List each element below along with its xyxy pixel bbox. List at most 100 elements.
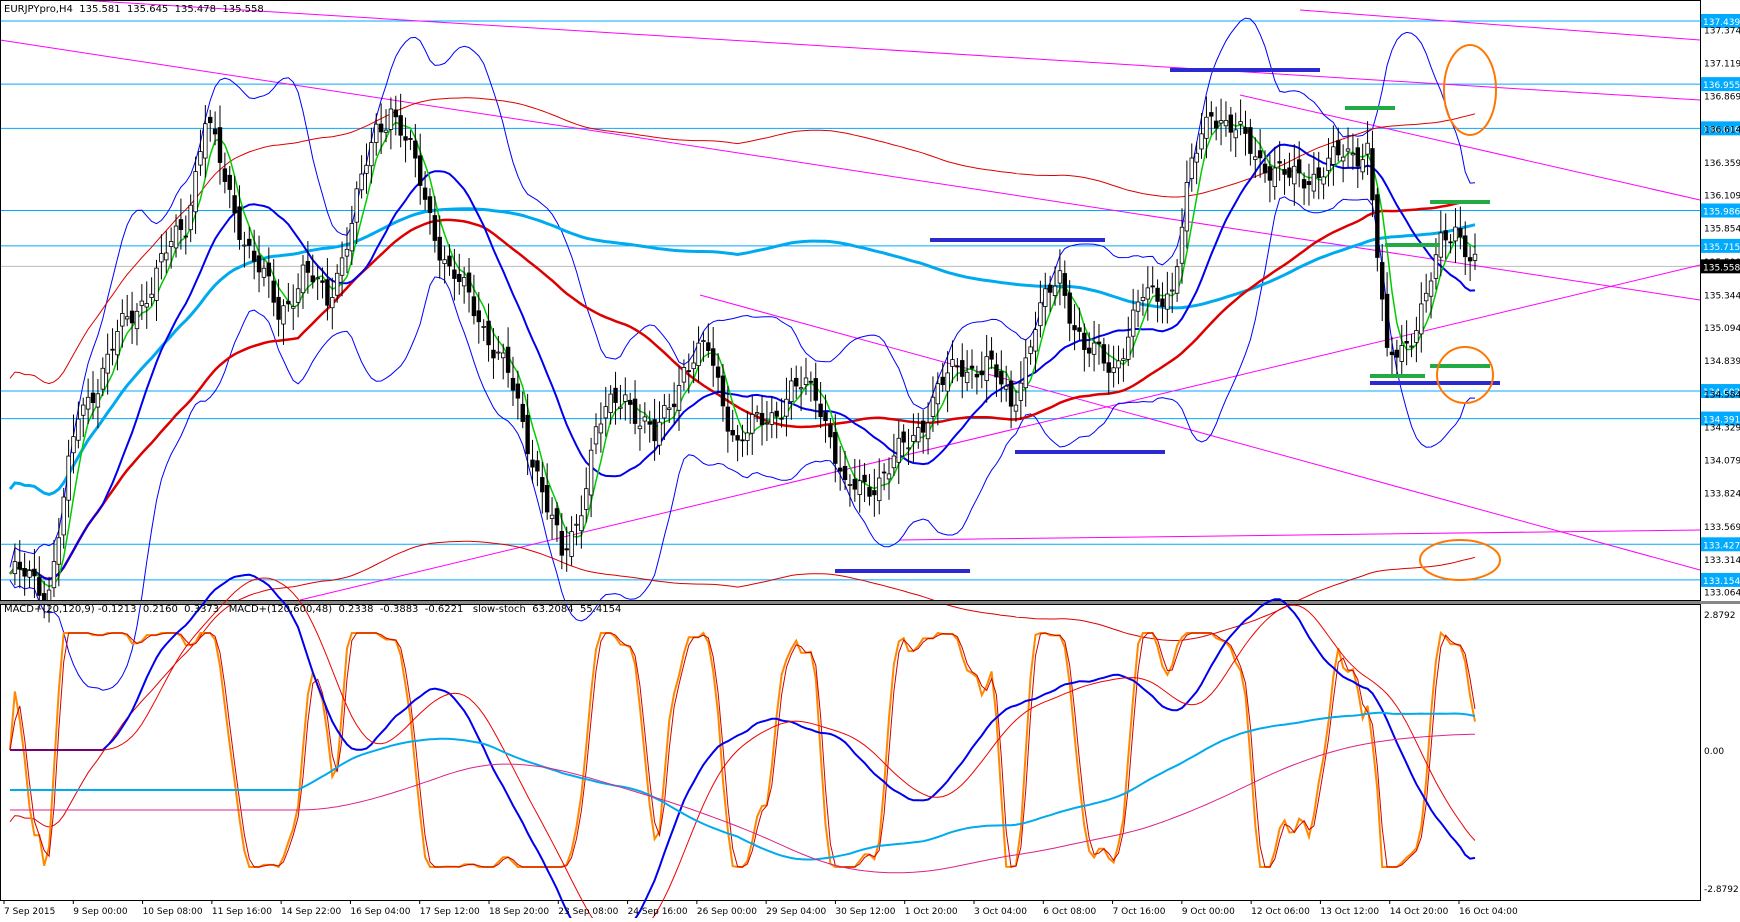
candle-body: [891, 455, 897, 469]
x-tick-label: 10 Sep 08:00: [143, 907, 203, 917]
trend-line: [79, 0, 1701, 101]
candle-body: [208, 116, 213, 124]
candle-body: [461, 277, 467, 287]
level-tag-label: 135.715: [1703, 243, 1740, 253]
candle-body: [1189, 157, 1194, 179]
candle-body: [706, 342, 711, 351]
candle-body: [320, 280, 325, 283]
highlight-ellipse: [1443, 44, 1497, 136]
candle-body: [1380, 262, 1385, 300]
candle-body: [1399, 345, 1404, 362]
candle-body: [496, 351, 501, 354]
candle-body: [1257, 150, 1263, 159]
candle-body: [159, 253, 164, 263]
stoch-signal: [9, 632, 1476, 868]
candle-body: [276, 296, 281, 320]
candle-body: [1272, 167, 1277, 187]
ma-mid: [9, 143, 1476, 581]
candle-body: [1057, 270, 1063, 284]
x-tick-label: 13 Oct 12:00: [1320, 907, 1379, 917]
price-tick-label: 133.824: [1704, 490, 1740, 500]
candle-body: [754, 412, 760, 415]
candle-body: [1199, 133, 1204, 150]
current-price-tag: [1701, 259, 1740, 274]
candle-body: [310, 275, 315, 283]
candle-body: [1121, 358, 1126, 361]
candle-body: [1253, 156, 1258, 160]
candle-body: [1106, 362, 1111, 373]
candle-body: [422, 187, 428, 200]
candle-body: [85, 396, 91, 410]
candle-body: [256, 255, 262, 273]
candle-body: [457, 273, 462, 282]
candle-body: [1472, 253, 1478, 261]
candle-body: [950, 359, 955, 367]
candle-body: [916, 427, 921, 443]
candle-body: [823, 412, 828, 422]
candle-body: [466, 272, 472, 293]
candle-body: [1414, 330, 1419, 343]
candle-body: [227, 174, 232, 190]
candle-body: [437, 236, 442, 261]
price-tick-label: 136.614: [1704, 126, 1740, 136]
candle-body: [691, 362, 696, 370]
candle-body: [81, 404, 86, 416]
candle-body: [681, 367, 687, 383]
candle-body: [1443, 230, 1448, 241]
x-tick-label: 18 Sep 20:00: [489, 907, 549, 917]
candle-body: [251, 250, 257, 262]
candle-body: [759, 412, 765, 426]
price-tick-label: 136.109: [1704, 191, 1740, 201]
candle-body: [1223, 119, 1229, 127]
candle-body: [901, 431, 906, 443]
candle-body: [315, 277, 320, 280]
candle-body: [1209, 112, 1214, 117]
candle-body: [554, 508, 560, 526]
candle-body: [242, 244, 247, 247]
candle-body: [662, 405, 667, 419]
candle-body: [515, 383, 521, 399]
candle-body: [1101, 344, 1107, 364]
x-tick-label: 3 Oct 04:00: [974, 907, 1027, 917]
candle-body: [696, 342, 701, 367]
candle-body: [505, 346, 511, 373]
candle-body: [745, 432, 750, 441]
candle-body: [1423, 292, 1429, 302]
candle-body: [383, 129, 389, 133]
candle-body: [300, 264, 306, 294]
level-tag-label: 133.427: [1703, 541, 1740, 551]
candle-body: [442, 259, 447, 264]
level-tag-label: 136.616: [1703, 125, 1740, 135]
candle-body: [818, 403, 823, 418]
candle-body: [593, 426, 599, 445]
candle-body: [144, 303, 149, 308]
trend-line: [1299, 9, 1701, 41]
candle-body: [598, 423, 604, 434]
candle-body: [930, 396, 936, 417]
candle-body: [1213, 120, 1219, 129]
candle-body: [354, 188, 359, 223]
candle-body: [671, 403, 677, 408]
candle-body: [1306, 181, 1312, 185]
candle-body: [906, 447, 911, 450]
candle-body: [334, 272, 340, 296]
candle-body: [1384, 293, 1390, 348]
candle-body: [1355, 147, 1360, 167]
symbol-header: EURJPYpro,H4 135.581 135.645 135.478 135…: [4, 4, 264, 15]
candle-body: [798, 387, 804, 390]
candle-body: [1111, 367, 1116, 373]
candle-body: [862, 474, 867, 483]
candle-body: [168, 241, 174, 247]
level-tag: [1701, 411, 1740, 426]
candle-body: [803, 377, 809, 386]
candle-body: [90, 392, 96, 404]
trend-line: [0, 39, 1701, 301]
candle-body: [56, 537, 62, 565]
candle-body: [535, 460, 540, 472]
candle-body: [100, 367, 105, 390]
candle-body: [984, 356, 989, 382]
candle-body: [667, 407, 672, 410]
candle-body: [374, 123, 379, 143]
candle-body: [999, 371, 1004, 385]
